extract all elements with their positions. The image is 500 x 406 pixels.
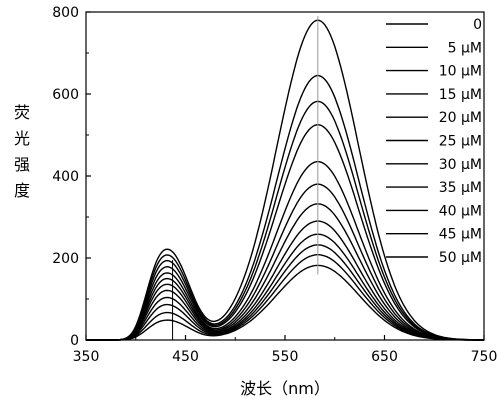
x-tick-label: 750 bbox=[471, 349, 498, 365]
legend-label: 30 μM bbox=[439, 157, 482, 173]
y-tick-label: 600 bbox=[52, 87, 79, 103]
legend-label: 20 μM bbox=[439, 110, 482, 126]
x-axis-title: 波长（nm） bbox=[240, 379, 330, 398]
spectrum-line bbox=[86, 100, 484, 341]
x-tick-label: 550 bbox=[272, 349, 299, 365]
spectrum-line bbox=[86, 183, 484, 341]
y-tick-label: 200 bbox=[52, 251, 79, 267]
y-tick-label: 400 bbox=[52, 169, 79, 185]
legend-label: 25 μM bbox=[439, 134, 482, 150]
spectra-curves bbox=[86, 16, 485, 341]
spectrum-line bbox=[86, 124, 484, 341]
legend-label: 10 μM bbox=[439, 64, 482, 80]
y-tick-label: 800 bbox=[52, 5, 79, 21]
spectrum-line bbox=[86, 220, 484, 341]
x-tick-label: 650 bbox=[371, 349, 398, 365]
legend-label: 45 μM bbox=[439, 227, 482, 243]
spectrum-line bbox=[86, 161, 485, 341]
spectrum-line bbox=[86, 19, 484, 341]
legend-label: 50 μM bbox=[439, 250, 482, 266]
spectrum-line bbox=[86, 203, 484, 341]
legend-label: 15 μM bbox=[439, 87, 482, 103]
x-tick-label: 350 bbox=[73, 349, 100, 365]
legend-label: 0 bbox=[473, 17, 482, 33]
spectrum-line bbox=[86, 233, 484, 341]
legend: 0 5 μM 10 μM 15 μM 20 μM 25 μM 30 μM 35 μM 40 μM… bbox=[386, 17, 482, 266]
legend-label: 35 μM bbox=[439, 180, 482, 196]
x-tick-label: 450 bbox=[172, 349, 199, 365]
y-tick-label: 0 bbox=[70, 333, 79, 349]
plot-frame bbox=[85, 11, 485, 341]
legend-label: 40 μM bbox=[439, 203, 482, 219]
x-axis: 350 450 550 650 750 bbox=[73, 335, 498, 365]
y-axis: 0 200 400 600 800 bbox=[52, 5, 91, 349]
spectrum-line bbox=[86, 74, 484, 341]
legend-label: 5 μM bbox=[448, 40, 482, 56]
y-axis-title: 荧光强度 bbox=[14, 103, 30, 200]
